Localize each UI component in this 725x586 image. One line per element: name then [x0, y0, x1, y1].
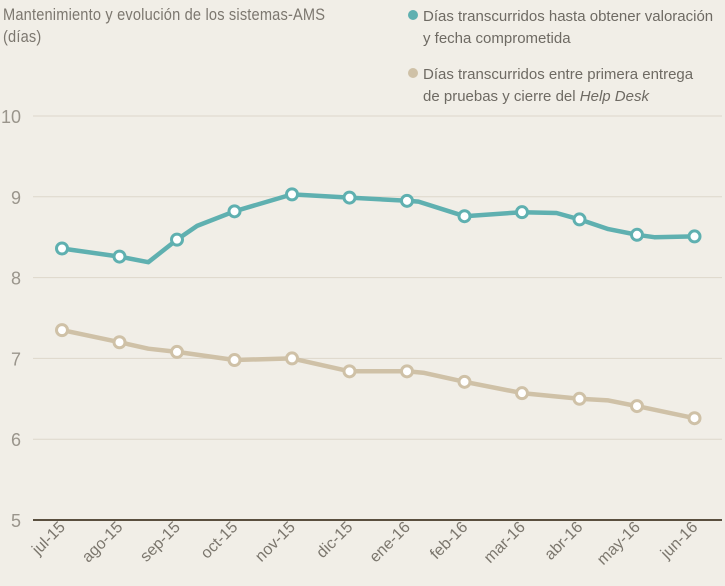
y-tick-label: 6	[11, 430, 21, 450]
x-tick-label: sep-15	[137, 519, 184, 566]
data-point	[285, 187, 299, 202]
x-tick-label: ago-15	[79, 519, 126, 566]
legend-item-help-desk: Días transcurridos entre primera entrega…	[408, 64, 724, 108]
x-axis-ticks: jul-15 ago-15 sep-15 oct-15 nov-15 dic-15 ene-…	[28, 519, 701, 569]
data-point	[630, 227, 644, 242]
data-point	[400, 193, 414, 208]
data-point	[687, 229, 702, 244]
data-point	[227, 353, 242, 368]
y-tick-label: 5	[11, 511, 21, 531]
data-point	[457, 209, 472, 224]
data-point	[55, 241, 69, 256]
legend: Días transcurridos hasta obtener valorac…	[408, 6, 724, 122]
grid-lines	[33, 115, 722, 440]
data-point	[687, 411, 702, 426]
x-tick-label: may-16	[594, 519, 644, 569]
x-tick-label: feb-16	[427, 519, 471, 563]
data-point	[572, 212, 587, 227]
data-point	[515, 386, 529, 401]
series-line	[59, 192, 697, 265]
x-tick-label: oct-15	[198, 519, 242, 563]
x-tick-label: mar-16	[481, 519, 529, 567]
data-point	[170, 232, 184, 247]
legend-marker-help-desk	[408, 68, 418, 78]
series-group	[55, 187, 702, 426]
chart-title: Mantenimiento y evolución de los sistema…	[3, 4, 325, 48]
data-point	[170, 344, 184, 359]
y-tick-label: 8	[11, 269, 21, 289]
legend-label-line: de pruebas y cierre del	[423, 88, 576, 105]
data-point	[55, 323, 69, 338]
data-point	[285, 351, 299, 366]
data-point	[630, 399, 644, 414]
legend-label-line: Help Desk	[579, 88, 649, 105]
chart-title-text: Mantenimiento y evolución de los sistema…	[3, 5, 326, 24]
legend-item-valoracion: Días transcurridos hasta obtener valorac…	[408, 6, 724, 50]
y-tick-label: 10	[1, 107, 21, 127]
data-point	[400, 364, 414, 379]
legend-label-line: Días transcurridos entre primera entrega	[423, 66, 694, 83]
chart-subtitle: (días)	[3, 27, 42, 46]
data-point	[515, 205, 529, 220]
legend-label-line: y fecha comprometida	[423, 30, 571, 47]
data-point	[112, 335, 127, 350]
series-line	[59, 327, 697, 421]
legend-label-line: Días transcurridos hasta obtener valorac…	[423, 8, 714, 25]
x-tick-label: jul-15	[28, 519, 68, 559]
data-point	[572, 391, 587, 406]
y-tick-label: 7	[11, 349, 21, 369]
legend-label-valoracion: Días transcurridos hasta obtener valorac…	[423, 6, 724, 50]
data-point	[227, 204, 242, 219]
data-point	[112, 249, 127, 264]
y-tick-label: 9	[11, 188, 21, 208]
legend-label-help-desk: Días transcurridos entre primera entrega…	[423, 64, 724, 108]
y-axis-ticks: 5 6 7 8 9 10	[1, 107, 21, 531]
x-tick-label: dic-15	[313, 519, 356, 562]
data-point	[457, 374, 472, 389]
x-tick-label: jun-16	[657, 519, 701, 563]
data-point	[342, 190, 357, 205]
data-point	[342, 364, 357, 379]
x-tick-label: ene-16	[367, 519, 414, 566]
x-tick-label: abr-16	[542, 519, 587, 564]
x-tick-label: nov-15	[252, 519, 299, 566]
legend-marker-valoracion	[408, 10, 418, 20]
